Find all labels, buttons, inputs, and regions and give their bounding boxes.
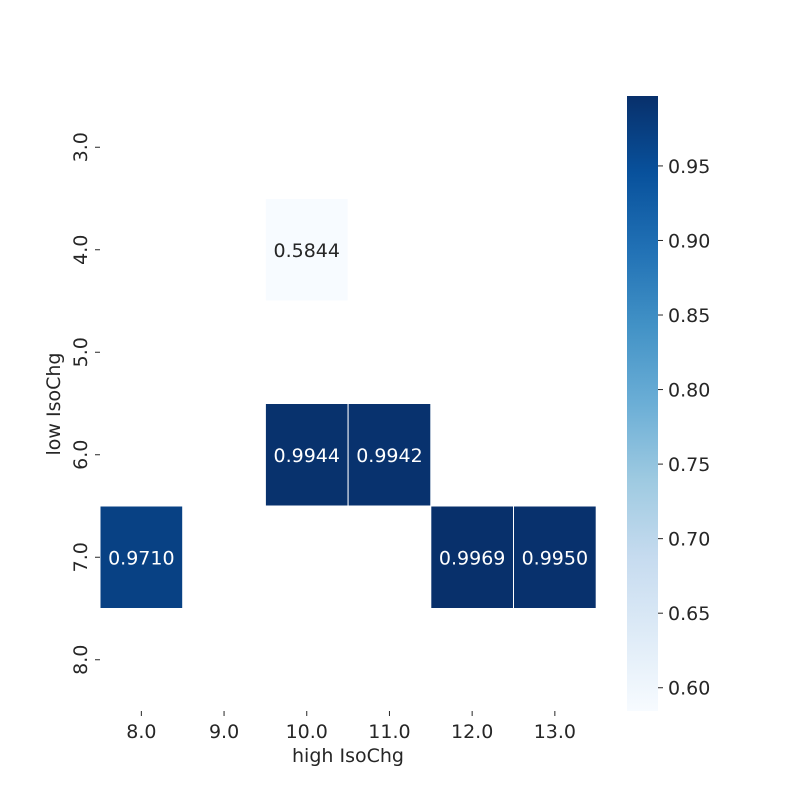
y-axis-ticks: 3.0 4.0 5.0 6.0 7.0 8.0 <box>70 132 100 675</box>
y-tick-label: 6.0 <box>70 440 92 470</box>
heatmap-cell <box>264 198 349 302</box>
x-tick-label: 10.0 <box>286 721 328 743</box>
y-tick-label: 7.0 <box>70 542 92 572</box>
colorbar-tick-label: 0.90 <box>668 230 710 252</box>
x-axis-label: high IsoChg <box>292 745 404 767</box>
y-axis-label: low IsoChg <box>43 353 65 456</box>
cell-value-label: 0.9944 <box>274 445 340 467</box>
cell-value-label: 0.9710 <box>108 547 174 569</box>
heatmap-cell <box>430 505 514 609</box>
x-tick-label: 8.0 <box>126 721 156 743</box>
cell-value-label: 0.5844 <box>274 240 340 262</box>
colorbar-tick-label: 0.65 <box>668 603 710 625</box>
x-tick-label: 11.0 <box>368 721 410 743</box>
cell-value-label: 0.9942 <box>356 445 422 467</box>
y-tick-label: 8.0 <box>70 645 92 675</box>
y-tick-label: 5.0 <box>70 337 92 367</box>
heatmap-cells: 0.5844 0.9944 0.9942 0.9710 0.9969 0.9950 <box>99 198 597 609</box>
cell-value-label: 0.9950 <box>522 547 588 569</box>
colorbar-tick-label: 0.75 <box>668 454 710 476</box>
heatmap-cell <box>99 505 184 609</box>
y-tick-label: 3.0 <box>70 132 92 162</box>
x-axis-ticks: 8.0 9.0 10.0 11.0 12.0 13.0 <box>126 711 576 743</box>
y-tick-label: 4.0 <box>70 235 92 265</box>
colorbar-tick-label: 0.80 <box>668 380 710 402</box>
x-tick-label: 13.0 <box>534 721 576 743</box>
x-tick-label: 9.0 <box>209 721 239 743</box>
heatmap-cell <box>513 505 597 609</box>
colorbar-tick-label: 0.95 <box>668 156 710 178</box>
colorbar-gradient <box>627 96 658 711</box>
heatmap-cell <box>347 403 432 507</box>
colorbar-tick-label: 0.70 <box>668 529 710 551</box>
x-tick-label: 12.0 <box>451 721 493 743</box>
colorbar-tick-label: 0.60 <box>668 678 710 700</box>
colorbar: 0.60 0.65 0.70 0.75 0.80 0.85 0.90 0.95 <box>627 96 710 711</box>
cell-value-label: 0.9969 <box>439 547 505 569</box>
colorbar-tick-label: 0.85 <box>668 305 710 327</box>
heatmap-cell <box>264 403 349 507</box>
